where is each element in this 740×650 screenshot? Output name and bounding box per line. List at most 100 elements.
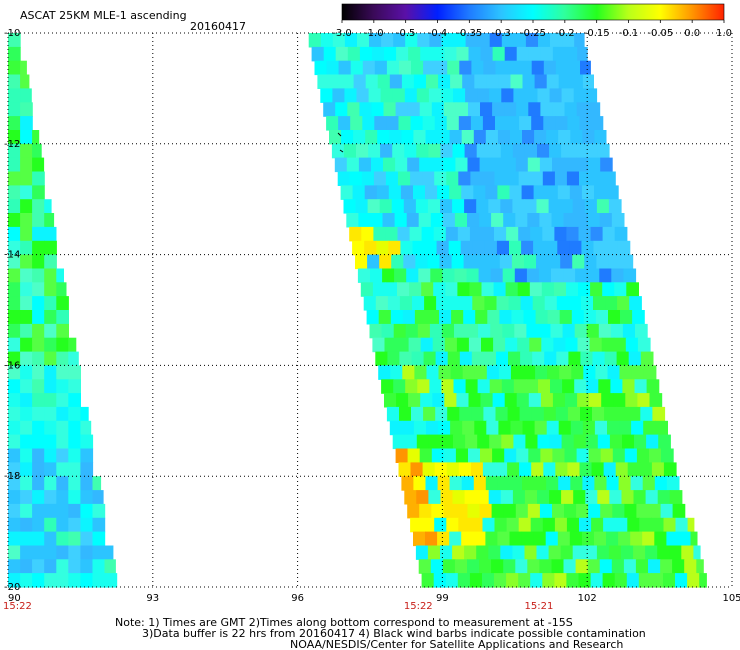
- swath-cell: [571, 310, 585, 325]
- swath-cell: [92, 476, 102, 491]
- colorbar-label: -0.4: [428, 28, 448, 39]
- swath-cell: [401, 74, 415, 89]
- swath-cell: [591, 171, 604, 186]
- swath-cell: [537, 434, 551, 450]
- swath-cell: [56, 559, 69, 574]
- swath-cell: [619, 365, 633, 380]
- swath-cell: [394, 268, 407, 283]
- swath-cell: [456, 393, 470, 408]
- swath-cell: [454, 268, 468, 283]
- swath-cell: [515, 157, 529, 173]
- swath-cell: [44, 296, 57, 311]
- swath-cell: [403, 199, 417, 214]
- swath-cell: [32, 545, 45, 560]
- swath-cell: [567, 60, 581, 76]
- swath-cell: [552, 503, 565, 519]
- swath-cell: [8, 503, 21, 519]
- swath-cell: [450, 74, 463, 89]
- swath-cell: [465, 88, 478, 103]
- swath-cell: [456, 337, 470, 353]
- swath-cell: [494, 517, 508, 533]
- swath-cell: [32, 351, 45, 366]
- swath-cell: [454, 559, 468, 574]
- swath-cell: [427, 199, 441, 214]
- swath-cell: [8, 143, 21, 159]
- x-tick-label: 93: [146, 593, 159, 604]
- swath-cell: [464, 143, 478, 159]
- swath-cell: [381, 323, 395, 339]
- swath-cell: [654, 476, 668, 491]
- swath-cell: [56, 351, 69, 366]
- swath-cell: [543, 462, 556, 477]
- swath-cell: [20, 393, 33, 408]
- swath-cell: [500, 199, 513, 214]
- swath-cell: [314, 60, 328, 76]
- swath-cell: [331, 143, 345, 159]
- swath-cell: [610, 379, 624, 394]
- swath-cell: [472, 296, 485, 311]
- colorbar-label: -0.1: [619, 28, 639, 39]
- swath-cell: [431, 448, 445, 463]
- swath-cell: [523, 365, 536, 380]
- swath-cell: [32, 365, 45, 380]
- wind-barb-mark: [337, 132, 344, 153]
- swath-cell: [486, 420, 499, 436]
- swath-cell: [367, 254, 380, 270]
- swath-cell: [563, 559, 577, 574]
- swath-cell: [372, 337, 386, 353]
- swath-cell: [44, 213, 55, 228]
- swath-cell: [504, 448, 517, 463]
- swath-cell: [8, 171, 21, 186]
- swath-cell: [8, 46, 21, 62]
- swath-cell: [549, 143, 562, 159]
- swath-cell: [326, 60, 340, 76]
- swath-cell: [513, 88, 527, 103]
- swath-cell: [587, 559, 601, 574]
- swath-cell: [20, 490, 33, 505]
- swath-cell: [600, 503, 613, 519]
- swath-cell: [365, 130, 378, 145]
- swath-cell: [517, 337, 530, 353]
- swath-cell: [627, 517, 640, 533]
- swath-cell: [68, 476, 81, 491]
- swath-cell: [608, 545, 622, 560]
- swath-cell: [8, 379, 21, 394]
- swath-cell: [422, 171, 435, 186]
- swath-cell: [80, 420, 92, 436]
- swath-cell: [555, 406, 569, 422]
- swath-cell: [8, 310, 21, 325]
- colorbar-label: -0.05: [647, 28, 673, 39]
- swath-cell: [504, 102, 517, 117]
- swath-cell: [519, 60, 533, 76]
- swath-cell: [497, 130, 511, 145]
- swath-cell: [558, 476, 571, 491]
- swath-cell: [464, 545, 477, 560]
- swath-cell: [598, 379, 611, 394]
- swath-cell: [558, 130, 571, 145]
- swath-cell: [433, 282, 446, 297]
- swath-cell: [438, 420, 451, 436]
- swath-cell: [8, 33, 21, 48]
- swath-cell: [92, 545, 106, 560]
- time-label: 15:22: [3, 601, 32, 612]
- swath-cell: [434, 517, 447, 533]
- swath-cell: [478, 323, 491, 339]
- swath-cell: [332, 33, 346, 48]
- swath-cell: [506, 171, 520, 186]
- swath-cell: [497, 531, 511, 547]
- swath-cell: [408, 337, 422, 353]
- swath-cell: [440, 545, 453, 560]
- swath-cell: [468, 393, 482, 408]
- swath-cell: [492, 393, 506, 408]
- swath-cell: [385, 171, 399, 186]
- swath-cell: [570, 74, 584, 89]
- swath-cell: [509, 531, 523, 547]
- swath-cell: [392, 143, 405, 159]
- swath-cell: [44, 462, 57, 477]
- swath-cell: [20, 476, 33, 491]
- swath-cell: [453, 88, 466, 103]
- swath-cell: [8, 60, 21, 76]
- swath-cell: [528, 102, 541, 117]
- swath-cell: [560, 545, 574, 560]
- swath-cell: [422, 116, 436, 131]
